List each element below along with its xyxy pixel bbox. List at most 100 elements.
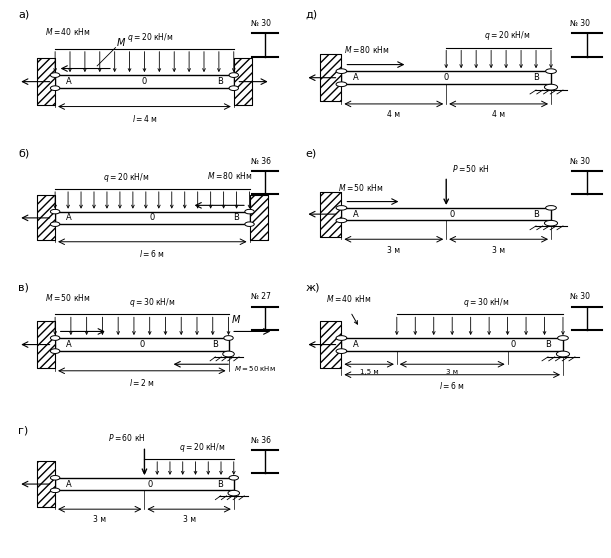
Circle shape (224, 336, 233, 340)
Text: A: A (353, 340, 359, 349)
Bar (37, 58, 55, 105)
Bar (37, 195, 55, 240)
Bar (249, 195, 268, 240)
Circle shape (336, 218, 347, 223)
Text: $M = 50$ кНм: $M = 50$ кНм (234, 364, 276, 373)
Text: $M = 40$ кНм: $M = 40$ кНм (326, 293, 372, 304)
Bar (55, 338, 229, 351)
Circle shape (229, 73, 238, 78)
Bar (37, 321, 55, 368)
Circle shape (50, 73, 60, 78)
Text: 3 м: 3 м (492, 246, 505, 254)
Text: $M$: $M$ (231, 313, 241, 325)
Text: 3 м: 3 м (387, 246, 400, 254)
Text: 0: 0 (147, 479, 152, 489)
Bar (320, 54, 342, 102)
Text: A: A (65, 213, 71, 223)
Text: 3 м: 3 м (183, 516, 196, 525)
Bar (37, 461, 55, 507)
Text: ж): ж) (306, 283, 320, 293)
Text: $l = 6$ м: $l = 6$ м (139, 248, 165, 259)
Text: B: B (533, 210, 539, 219)
Circle shape (229, 86, 238, 90)
Bar (342, 71, 551, 84)
Bar (249, 195, 268, 240)
Text: б): б) (18, 149, 29, 159)
Bar (234, 58, 252, 105)
Bar (37, 461, 55, 507)
Text: $P = 50$ кН: $P = 50$ кН (452, 163, 490, 174)
Bar (320, 191, 342, 237)
Circle shape (245, 209, 254, 214)
Text: A: A (353, 210, 359, 219)
Circle shape (546, 69, 557, 74)
Circle shape (50, 86, 60, 90)
Circle shape (228, 490, 240, 496)
Text: 0: 0 (139, 340, 144, 349)
Bar (55, 478, 234, 490)
Bar (342, 208, 551, 220)
Circle shape (336, 82, 347, 86)
Circle shape (544, 84, 558, 90)
Text: № 36: № 36 (251, 436, 271, 445)
Text: $q = 30$ кН/м: $q = 30$ кН/м (129, 296, 175, 309)
Circle shape (544, 220, 558, 226)
Circle shape (223, 351, 234, 357)
Circle shape (245, 222, 254, 227)
Text: № 30: № 30 (571, 157, 590, 166)
Text: д): д) (306, 9, 318, 20)
Text: A: A (353, 73, 359, 82)
Circle shape (336, 349, 347, 353)
Text: в): в) (18, 283, 29, 293)
Bar (37, 58, 55, 105)
Circle shape (336, 69, 347, 74)
Text: 4 м: 4 м (492, 110, 505, 119)
Bar (320, 191, 342, 237)
Text: B: B (233, 213, 239, 223)
Text: 3 м: 3 м (93, 516, 106, 525)
Text: A: A (65, 479, 71, 489)
Text: $P = 60$ кН: $P = 60$ кН (108, 432, 145, 442)
Text: $M = 50$ кНм: $M = 50$ кНм (45, 292, 90, 302)
Text: № 36: № 36 (251, 157, 271, 166)
Text: $M = 40$ кНм: $M = 40$ кНм (45, 26, 90, 37)
Text: 0: 0 (449, 210, 455, 219)
Text: $M$: $M$ (115, 36, 126, 47)
Circle shape (50, 222, 60, 227)
Bar (37, 195, 55, 240)
Text: $M = 80$ кНм: $M = 80$ кНм (207, 171, 252, 181)
Bar (320, 54, 342, 102)
Circle shape (50, 349, 60, 353)
Text: B: B (533, 73, 539, 82)
Text: $l = 6$ м: $l = 6$ м (439, 380, 465, 391)
Text: 1,5 м: 1,5 м (360, 369, 378, 376)
Text: $q = 30$ кН/м: $q = 30$ кН/м (463, 296, 509, 309)
Text: 0: 0 (444, 73, 449, 82)
Text: $M = 50$ кНм: $M = 50$ кНм (338, 182, 384, 193)
Bar (55, 75, 234, 88)
Text: B: B (545, 340, 551, 349)
Circle shape (50, 336, 60, 340)
Text: B: B (218, 479, 223, 489)
Bar (234, 58, 252, 105)
Circle shape (336, 205, 347, 210)
Text: B: B (218, 77, 223, 86)
Text: B: B (212, 340, 218, 349)
Text: а): а) (18, 9, 29, 20)
Text: A: A (65, 340, 71, 349)
Circle shape (50, 488, 60, 493)
Text: $q = 20$ кН/м: $q = 20$ кН/м (485, 30, 531, 42)
Text: 0: 0 (511, 340, 516, 349)
Text: $q = 20$ кН/м: $q = 20$ кН/м (126, 31, 173, 44)
Bar (37, 321, 55, 368)
Text: 4 м: 4 м (387, 110, 400, 119)
Text: 0: 0 (150, 213, 155, 223)
Circle shape (557, 351, 569, 357)
Text: $l = 4$ м: $l = 4$ м (131, 113, 158, 124)
Bar (342, 338, 563, 351)
Circle shape (50, 475, 60, 480)
Text: г): г) (18, 425, 29, 435)
Text: № 27: № 27 (251, 292, 271, 301)
Text: 3 м: 3 м (446, 369, 458, 376)
Text: $q = 20$ кН/м: $q = 20$ кН/м (103, 171, 149, 184)
